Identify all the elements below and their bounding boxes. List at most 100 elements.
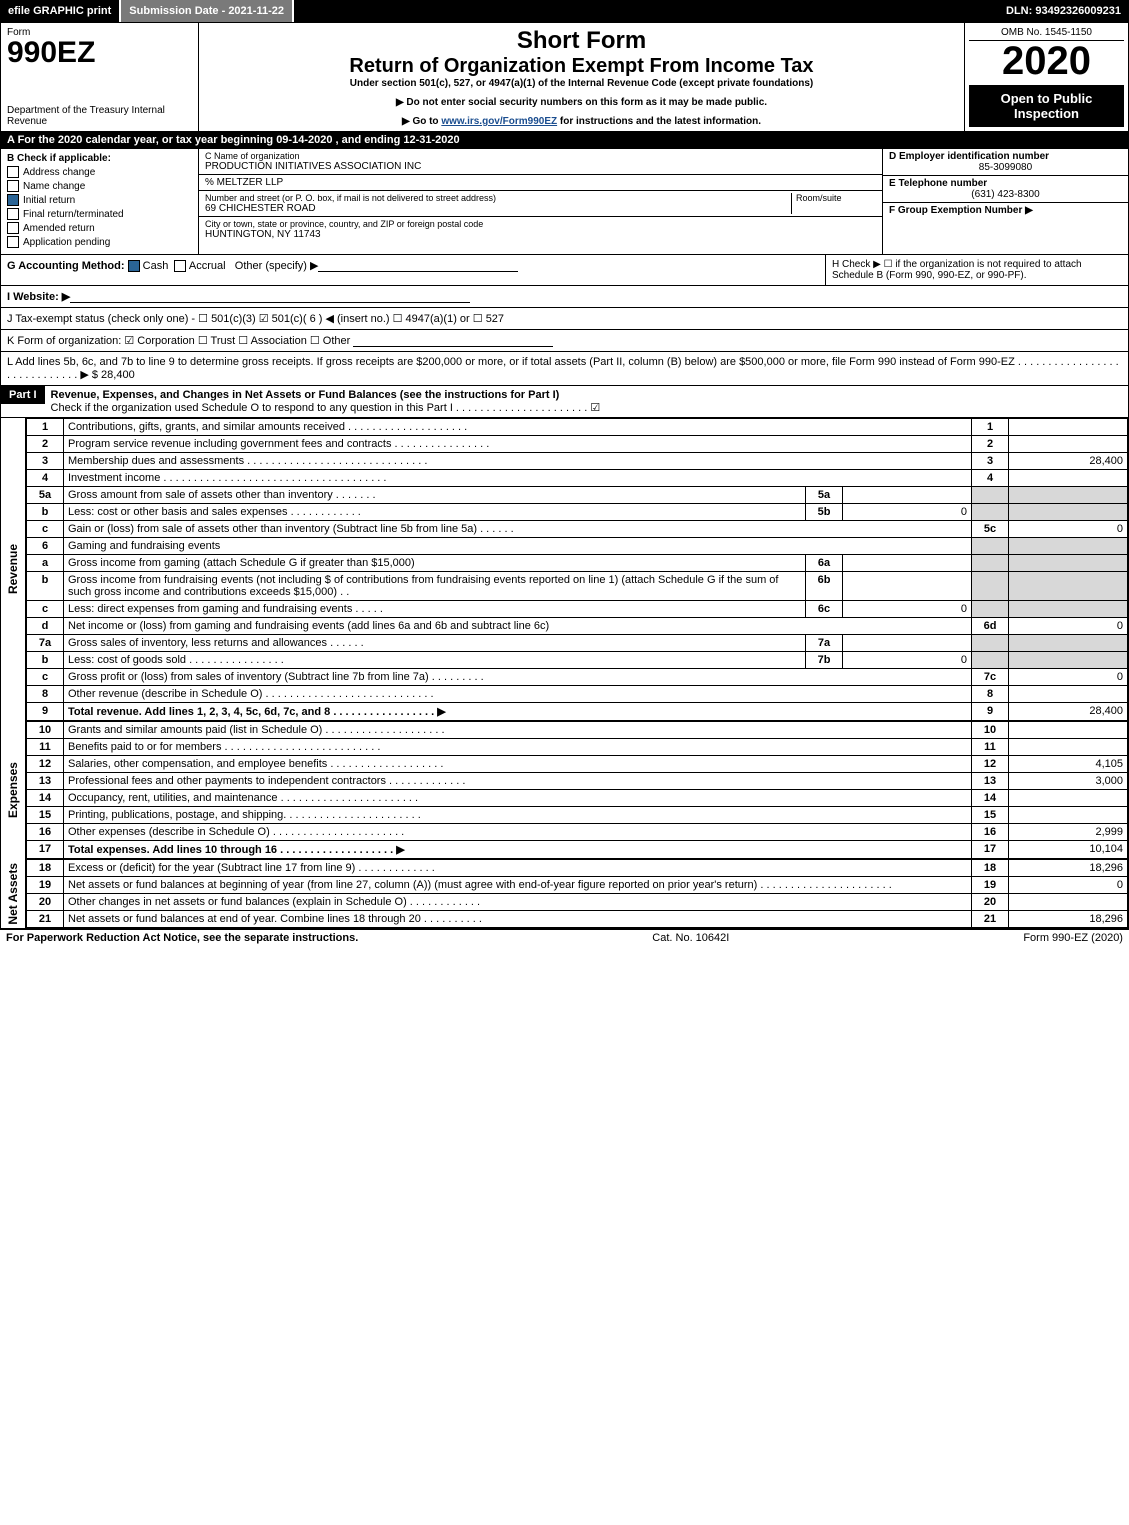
- ssn-notice: ▶ Do not enter social security numbers o…: [207, 97, 956, 108]
- line-val-shade: [1009, 487, 1128, 504]
- chk-address-change[interactable]: Address change: [7, 166, 192, 178]
- row-l-gross-receipts: L Add lines 5b, 6c, and 7b to line 9 to …: [0, 352, 1129, 386]
- line-6: 6Gaming and fundraising events: [27, 538, 1128, 555]
- sub-num: 7a: [806, 635, 843, 652]
- line-desc: Occupancy, rent, utilities, and maintena…: [64, 790, 972, 807]
- chk-text: Initial return: [23, 195, 75, 206]
- line-desc: Other expenses (describe in Schedule O) …: [64, 824, 972, 841]
- line-rnum: 4: [972, 470, 1009, 487]
- chk-application-pending[interactable]: Application pending: [7, 236, 192, 248]
- line-desc: Gross profit or (loss) from sales of inv…: [64, 669, 972, 686]
- dln-label: DLN: 93492326009231: [998, 5, 1129, 17]
- row-a-taxyear: A For the 2020 calendar year, or tax yea…: [0, 132, 1129, 149]
- row-k-text: K Form of organization: ☑ Corporation ☐ …: [7, 335, 350, 347]
- line-val: 4,105: [1009, 756, 1128, 773]
- line-val: [1009, 436, 1128, 453]
- blank-line: [70, 290, 470, 303]
- line-5c: cGain or (loss) from sale of assets othe…: [27, 521, 1128, 538]
- line-desc: Membership dues and assessments . . . . …: [64, 453, 972, 470]
- side-label-text: Revenue: [6, 544, 20, 594]
- line-rnum: 13: [972, 773, 1009, 790]
- line-desc: Professional fees and other payments to …: [64, 773, 972, 790]
- line-desc: Total expenses. Add lines 10 through 16 …: [64, 841, 972, 859]
- line-6c: cLess: direct expenses from gaming and f…: [27, 601, 1128, 618]
- line-14: 14Occupancy, rent, utilities, and mainte…: [27, 790, 1128, 807]
- line-rnum: 20: [972, 894, 1009, 911]
- accounting-cash: Cash: [143, 260, 169, 272]
- line-num: d: [27, 618, 64, 635]
- org-name: PRODUCTION INITIATIVES ASSOCIATION INC: [205, 161, 876, 172]
- sub-num: 6c: [806, 601, 843, 618]
- line-num: 21: [27, 911, 64, 928]
- sub-val: 0: [843, 504, 972, 521]
- line-val: 0: [1009, 877, 1128, 894]
- chk-text: Application pending: [23, 237, 110, 248]
- checkbox-icon: [7, 222, 19, 234]
- line-rnum: 15: [972, 807, 1009, 824]
- line-num: a: [27, 555, 64, 572]
- header-center: Short Form Return of Organization Exempt…: [199, 23, 964, 131]
- line-desc-bold: Total revenue. Add lines 1, 2, 3, 4, 5c,…: [68, 706, 446, 718]
- line-rnum: 1: [972, 419, 1009, 436]
- street-label: Number and street (or P. O. box, if mail…: [205, 193, 791, 203]
- line-desc: Gain or (loss) from sale of assets other…: [64, 521, 972, 538]
- column-c-org-info: C Name of organization PRODUCTION INITIA…: [199, 149, 882, 254]
- row-l-text: L Add lines 5b, 6c, and 7b to line 9 to …: [7, 356, 1119, 381]
- chk-text: Final return/terminated: [23, 209, 124, 220]
- part-1-label: Part I: [1, 386, 45, 404]
- street-cell: Number and street (or P. O. box, if mail…: [199, 191, 882, 217]
- phone-label: E Telephone number: [889, 178, 1122, 189]
- header-left: Form 990EZ Department of the Treasury In…: [1, 23, 199, 131]
- line-val-shade: [1009, 601, 1128, 618]
- line-num: c: [27, 521, 64, 538]
- line-val: 18,296: [1009, 860, 1128, 877]
- chk-name-change[interactable]: Name change: [7, 180, 192, 192]
- top-bar: efile GRAPHIC print Submission Date - 20…: [0, 0, 1129, 22]
- chk-text: Name change: [23, 181, 85, 192]
- line-rnum-shade: [972, 555, 1009, 572]
- line-num: 7a: [27, 635, 64, 652]
- chk-final-return[interactable]: Final return/terminated: [7, 208, 192, 220]
- under-section-text: Under section 501(c), 527, or 4947(a)(1)…: [207, 78, 956, 89]
- line-12: 12Salaries, other compensation, and empl…: [27, 756, 1128, 773]
- footer-right: Form 990-EZ (2020): [1023, 932, 1123, 944]
- line-val-shade: [1009, 555, 1128, 572]
- line-desc: Grants and similar amounts paid (list in…: [64, 722, 972, 739]
- goto-pre: ▶ Go to: [402, 116, 441, 127]
- row-k-form-org: K Form of organization: ☑ Corporation ☐ …: [0, 330, 1129, 352]
- line-num: 10: [27, 722, 64, 739]
- line-num: c: [27, 669, 64, 686]
- blank-line: [353, 334, 553, 347]
- line-desc: Printing, publications, postage, and shi…: [64, 807, 972, 824]
- line-5a: 5aGross amount from sale of assets other…: [27, 487, 1128, 504]
- line-rnum: 17: [972, 841, 1009, 859]
- line-desc: Net assets or fund balances at beginning…: [64, 877, 972, 894]
- line-val: [1009, 790, 1128, 807]
- line-rnum-shade: [972, 504, 1009, 521]
- sub-val: [843, 572, 972, 601]
- line-val: [1009, 419, 1128, 436]
- org-name-label: C Name of organization: [205, 151, 876, 161]
- line-desc: Gross income from gaming (attach Schedul…: [64, 555, 806, 572]
- expenses-side-label: Expenses: [1, 721, 26, 859]
- line-desc: Program service revenue including govern…: [64, 436, 972, 453]
- irs-link[interactable]: www.irs.gov/Form990EZ: [441, 116, 557, 127]
- line-desc: Gross amount from sale of assets other t…: [64, 487, 806, 504]
- line-7c: cGross profit or (loss) from sales of in…: [27, 669, 1128, 686]
- part-1-title: Revenue, Expenses, and Changes in Net As…: [45, 386, 1128, 417]
- chk-initial-return[interactable]: Initial return: [7, 194, 192, 206]
- line-5b: bLess: cost or other basis and sales exp…: [27, 504, 1128, 521]
- short-form-title: Short Form: [207, 27, 956, 55]
- line-num: 2: [27, 436, 64, 453]
- line-num: 5a: [27, 487, 64, 504]
- line-rnum: 5c: [972, 521, 1009, 538]
- line-21: 21Net assets or fund balances at end of …: [27, 911, 1128, 928]
- part-1-title-text: Revenue, Expenses, and Changes in Net As…: [51, 389, 560, 401]
- line-val-shade: [1009, 504, 1128, 521]
- line-rnum: 3: [972, 453, 1009, 470]
- efile-print-label[interactable]: efile GRAPHIC print: [0, 0, 121, 22]
- line-num: 6: [27, 538, 64, 555]
- chk-amended-return[interactable]: Amended return: [7, 222, 192, 234]
- line-rnum-shade: [972, 635, 1009, 652]
- checkbox-icon: [128, 260, 140, 272]
